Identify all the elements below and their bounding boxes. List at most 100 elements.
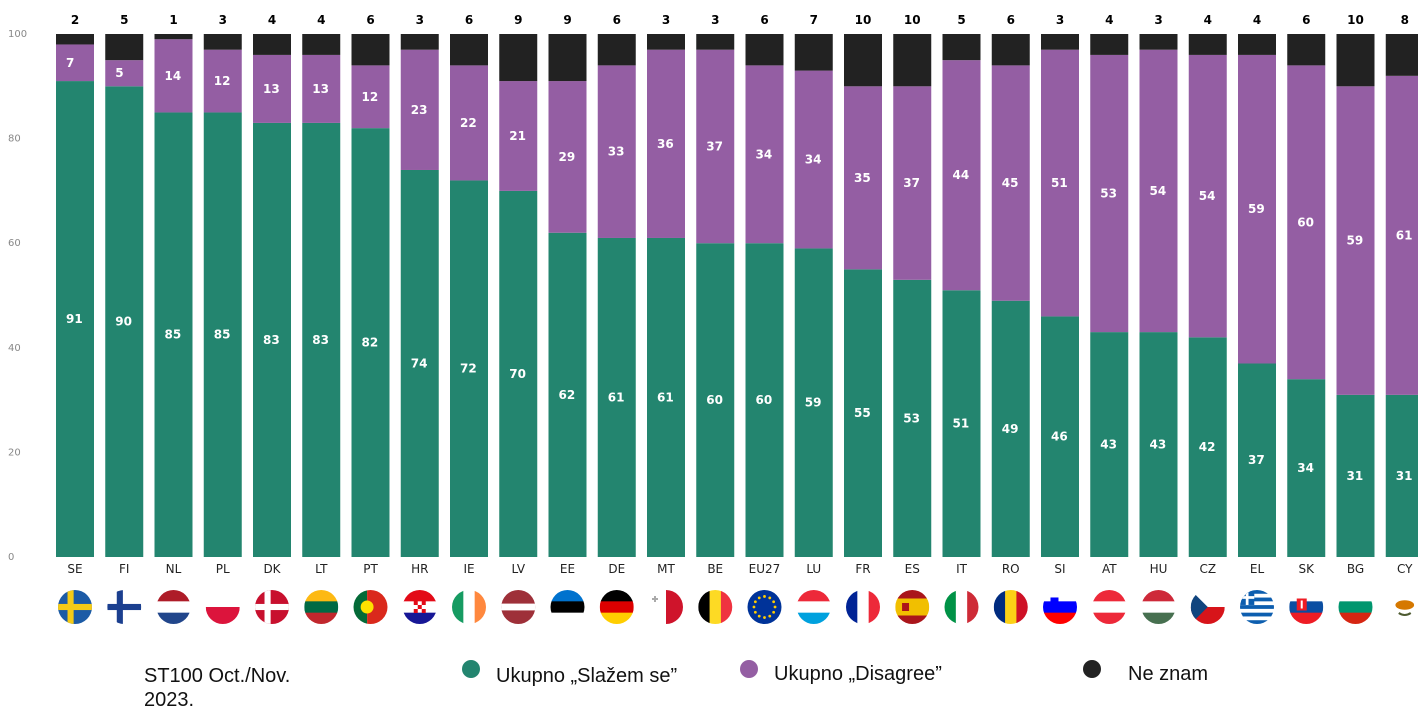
x-tick-label: HU xyxy=(1150,562,1168,576)
data-label-dont-know: 6 xyxy=(613,13,621,27)
x-tick-label: CY xyxy=(1397,562,1413,576)
bar-segment-disagree xyxy=(893,86,932,280)
bar-segment-agree xyxy=(647,237,685,557)
bar-segment-dont-know xyxy=(253,34,291,55)
ee-flag xyxy=(550,590,585,624)
x-tick-label: EU27 xyxy=(749,562,781,576)
data-label-dont-know: 10 xyxy=(855,13,872,27)
bar-segment-dont-know xyxy=(942,34,981,61)
bar-segment-dont-know xyxy=(1041,34,1079,50)
si-flag xyxy=(1043,590,1077,624)
data-label-agree: 53 xyxy=(903,411,920,425)
sk-flag xyxy=(1289,590,1324,624)
data-label-agree: 85 xyxy=(165,328,182,342)
data-label-disagree: 34 xyxy=(756,147,773,161)
bar-segment-disagree xyxy=(1287,65,1326,380)
x-tick-label: FI xyxy=(119,562,129,576)
y-tick-label: 40 xyxy=(8,343,21,354)
data-label-disagree: 45 xyxy=(1002,176,1019,190)
data-label-agree: 43 xyxy=(1100,438,1117,452)
data-label-disagree: 54 xyxy=(1199,189,1216,203)
bar-group-hu xyxy=(1139,34,1178,557)
data-label-disagree: 35 xyxy=(854,171,871,185)
bar-segment-disagree xyxy=(1090,54,1129,333)
bar-group-cy xyxy=(1385,34,1418,557)
data-label-dont-know: 3 xyxy=(219,13,227,27)
bar-segment-disagree xyxy=(1336,86,1375,395)
data-label-dont-know: 6 xyxy=(1007,13,1015,27)
el-flag xyxy=(1240,590,1274,624)
x-tick-label: ES xyxy=(905,562,920,576)
bar-segment-dont-know xyxy=(105,34,144,61)
data-label-dont-know: 3 xyxy=(662,13,670,27)
bar-segment-dont-know xyxy=(893,34,932,87)
bar-segment-disagree xyxy=(647,49,685,238)
bar-segment-disagree xyxy=(1041,49,1079,317)
bar-segment-agree xyxy=(1041,316,1079,557)
hr-flag xyxy=(402,590,437,624)
it-flag xyxy=(944,590,979,624)
data-label-dont-know: 6 xyxy=(1302,13,1310,27)
bar-segment-agree xyxy=(548,232,587,558)
bg-flag xyxy=(1338,590,1373,624)
bar-segment-agree xyxy=(745,243,784,557)
legend-swatch-dont-know xyxy=(1083,660,1101,678)
pt-flag xyxy=(353,590,388,624)
bar-segment-disagree xyxy=(450,65,488,181)
data-label-dont-know: 6 xyxy=(366,13,374,27)
bar-segment-dont-know xyxy=(1336,34,1375,87)
data-label-agree: 43 xyxy=(1150,438,1167,452)
bar-segment-dont-know xyxy=(794,34,833,71)
bar-segment-agree xyxy=(56,81,94,557)
data-label-dont-know: 6 xyxy=(465,13,473,27)
data-label-disagree: 36 xyxy=(657,137,674,151)
se-flag xyxy=(58,590,92,624)
data-label-disagree: 29 xyxy=(559,150,576,164)
bar-segment-agree xyxy=(893,279,932,557)
bar-segment-disagree xyxy=(745,65,784,244)
x-tick-label: NL xyxy=(166,562,182,576)
data-label-agree: 62 xyxy=(559,388,576,402)
bar-group-pl xyxy=(203,34,242,557)
bar-segment-disagree xyxy=(203,49,242,113)
y-tick-label: 80 xyxy=(8,134,21,145)
data-label-agree: 61 xyxy=(657,390,674,404)
bar-segment-dont-know xyxy=(548,34,587,82)
data-label-dont-know: 10 xyxy=(904,13,921,27)
bar-segment-dont-know xyxy=(1188,34,1227,55)
bar-group-el xyxy=(1238,34,1276,557)
bar-segment-disagree xyxy=(1385,75,1418,395)
bar-segment-dont-know xyxy=(1090,34,1129,55)
bar-segment-dont-know xyxy=(450,34,488,66)
data-label-agree: 37 xyxy=(1248,453,1265,467)
bar-segment-agree xyxy=(1238,363,1276,557)
bar-group-de xyxy=(597,34,636,557)
x-tick-label: BE xyxy=(707,562,723,576)
data-label-dont-know: 9 xyxy=(514,13,522,27)
bar-segment-dont-know xyxy=(844,34,882,87)
survey-note: ST100 Oct./Nov. 2023. xyxy=(144,665,291,711)
legend-swatch-disagree xyxy=(740,660,758,678)
bar-group-it xyxy=(942,34,981,557)
x-tick-label: DK xyxy=(263,562,281,576)
data-label-dont-know: 5 xyxy=(957,13,965,27)
data-label-agree: 42 xyxy=(1199,440,1216,454)
bar-segment-dont-know xyxy=(696,34,735,50)
bar-segment-agree xyxy=(450,180,488,557)
data-label-dont-know: 4 xyxy=(317,13,325,27)
bar-segment-dont-know xyxy=(154,34,193,40)
data-label-disagree: 12 xyxy=(214,74,231,88)
x-tick-label: EL xyxy=(1250,562,1265,576)
bar-segment-agree xyxy=(499,190,538,557)
data-label-dont-know: 4 xyxy=(1253,13,1261,27)
bar-segment-agree xyxy=(302,122,341,557)
data-label-disagree: 51 xyxy=(1051,176,1068,190)
x-tick-label: LU xyxy=(806,562,821,576)
bar-segment-agree xyxy=(794,248,833,557)
cy-flag xyxy=(1387,590,1418,624)
bar-group-fi xyxy=(105,34,144,558)
bar-segment-agree xyxy=(1090,332,1129,557)
at-flag xyxy=(1092,590,1127,624)
data-label-agree: 59 xyxy=(805,396,822,410)
bar-group-es xyxy=(893,34,932,557)
